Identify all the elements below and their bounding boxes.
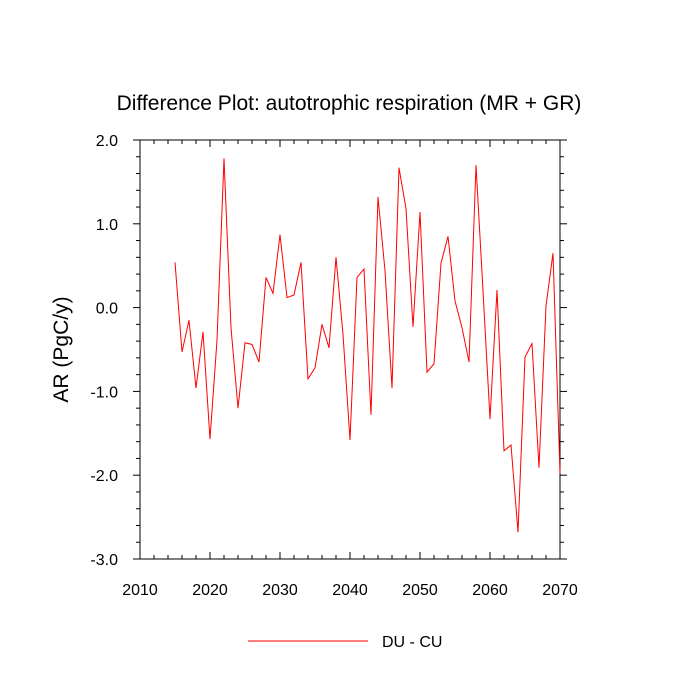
- x-tick-label: 2060: [472, 582, 508, 599]
- ticks-layer: [133, 139, 567, 560]
- y-axis-label: AR (PgC/y): [50, 296, 73, 402]
- tick-labels-layer: 2010 2020 2030 2040 2050 2060 2070 -3.0 -2.0 -1.0…: [90, 133, 577, 599]
- x-tick-label: 2010: [122, 582, 158, 599]
- legend: DU - CU: [248, 634, 442, 651]
- x-tick-label: 2070: [542, 582, 578, 599]
- series-line-du-cu: [174, 158, 561, 533]
- y-tick-label: 1.0: [96, 217, 118, 234]
- y-tick-label: -1.0: [90, 384, 118, 401]
- legend-label-du-cu: DU - CU: [382, 634, 442, 651]
- y-tick-label: 0.0: [96, 301, 118, 318]
- x-tick-label: 2050: [402, 582, 438, 599]
- chart-title: Difference Plot: autotrophic respiration…: [117, 92, 582, 115]
- x-tick-label: 2030: [262, 582, 298, 599]
- y-tick-label: 2.0: [96, 133, 118, 150]
- plot-frame: [139, 139, 561, 560]
- y-tick-label: -2.0: [90, 468, 118, 485]
- series-layer: [174, 158, 561, 533]
- y-tick-label: -3.0: [90, 552, 118, 569]
- y-axis-label-group: AR (PgC/y): [50, 296, 73, 402]
- x-tick-label: 2040: [332, 582, 368, 599]
- x-tick-label: 2020: [192, 582, 228, 599]
